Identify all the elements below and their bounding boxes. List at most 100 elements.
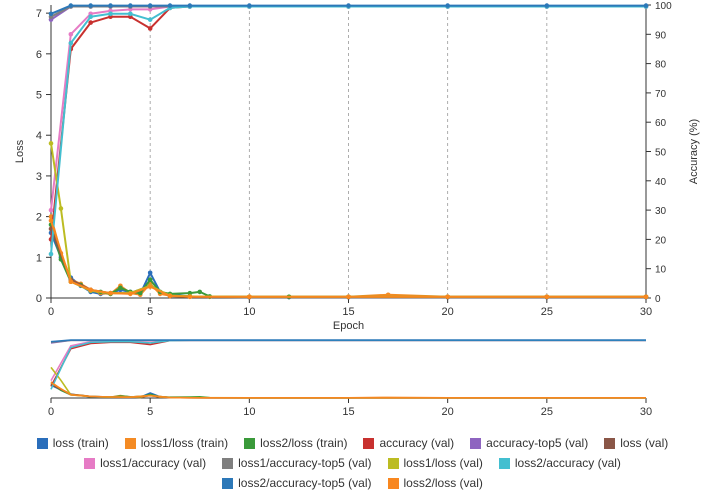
data-point	[544, 294, 550, 300]
legend-row: loss1/accuracy (val) loss1/accuracy-top5 …	[0, 453, 705, 473]
legend-item[interactable]: loss1/loss (val)	[387, 456, 483, 470]
legend-item[interactable]: loss2/accuracy (val)	[498, 456, 621, 470]
data-point	[48, 207, 54, 213]
data-point	[187, 3, 193, 8]
data-point	[147, 277, 153, 282]
legend-item[interactable]: loss2/loss (train)	[244, 436, 347, 450]
data-point	[88, 20, 93, 25]
x-tick-label: 15	[342, 306, 354, 318]
series-line	[50, 143, 646, 298]
data-point	[108, 3, 113, 8]
legend-label: loss2/accuracy-top5 (val)	[238, 476, 372, 490]
legend-label: loss1/loss (train)	[140, 436, 229, 450]
legend-swatch	[222, 457, 234, 469]
legend-swatch	[498, 457, 510, 469]
y2-tick-label: 30	[655, 206, 667, 217]
y-tick-label: 0	[36, 293, 42, 305]
y-tick-label: 3	[36, 171, 42, 183]
y-tick-label: 7	[36, 8, 42, 20]
legend-item[interactable]: loss1/accuracy (val)	[84, 456, 206, 470]
data-point	[346, 294, 351, 300]
legend-swatch	[222, 477, 234, 489]
overview-plot[interactable]: 0 5 10 15 20 25 30	[48, 339, 652, 418]
overview-series-line	[50, 339, 646, 387]
legend-swatch	[363, 437, 375, 449]
legend-swatch	[244, 437, 256, 449]
legend-label: loss1/loss (val)	[403, 456, 483, 470]
overview-series-line	[50, 339, 646, 390]
y2-tick-label: 40	[655, 177, 667, 188]
data-point	[197, 289, 203, 295]
x-tick-label: 5	[147, 306, 153, 318]
y-tick-label: 4	[36, 130, 42, 142]
overview-series-line	[50, 366, 646, 399]
x-tick-label: 10	[243, 306, 255, 318]
data-point	[68, 279, 74, 285]
legend-item[interactable]: loss1/loss (train)	[124, 436, 229, 450]
data-point	[108, 290, 113, 296]
data-point	[48, 214, 54, 219]
y2-tick-label: 70	[655, 89, 667, 100]
y2-tick-label: 80	[655, 60, 667, 71]
legend-item[interactable]: loss1/accuracy-top5 (val)	[222, 456, 372, 470]
chart-legend: loss (train) loss1/loss (train) loss2/loss…	[0, 433, 705, 493]
overview-x-tick-label: 20	[442, 406, 454, 418]
legend-label: loss2/loss (train)	[260, 436, 348, 450]
overview-x-tick-label: 0	[48, 406, 54, 418]
y-tick-label: 1	[36, 252, 42, 264]
data-point	[187, 294, 193, 300]
legend-swatch	[470, 437, 482, 449]
legend-label: loss1/accuracy-top5 (val)	[238, 456, 372, 470]
overview-x-tick-label: 5	[147, 406, 153, 418]
overview-x-tick-label: 25	[541, 406, 553, 418]
legend-label: loss1/accuracy (val)	[100, 456, 207, 470]
y2-tick-label: 0	[655, 294, 661, 305]
data-point	[88, 3, 93, 8]
data-point	[147, 17, 153, 22]
data-point	[137, 290, 143, 296]
legend-label: accuracy-top5 (val)	[486, 436, 589, 450]
legend-swatch	[604, 437, 616, 449]
legend-row: loss2/accuracy-top5 (val) loss2/loss (val…	[0, 473, 705, 493]
data-point	[48, 251, 54, 257]
data-point	[147, 284, 153, 289]
data-point	[147, 270, 153, 276]
legend-label: loss2/loss (val)	[403, 476, 483, 490]
x-axis-label: Epoch	[333, 320, 364, 332]
data-point	[48, 226, 54, 232]
data-point	[58, 206, 64, 211]
x-tick-label: 30	[640, 306, 652, 318]
legend-item[interactable]: accuracy (val)	[363, 436, 454, 450]
data-point	[48, 11, 54, 17]
overview-x-tick-label: 30	[640, 406, 652, 418]
overview-series-line	[50, 381, 646, 399]
legend-label: loss2/accuracy (val)	[514, 456, 621, 470]
legend-item[interactable]: loss (train)	[36, 436, 109, 450]
y2-tick-label: 50	[655, 148, 667, 159]
legend-item[interactable]: loss2/accuracy-top5 (val)	[222, 476, 372, 490]
y-tick-label: 5	[36, 90, 42, 102]
legend-swatch	[387, 457, 399, 469]
data-point	[247, 3, 252, 8]
legend-swatch	[36, 437, 48, 449]
overview-x-tick-label: 15	[342, 406, 354, 418]
legend-row: loss (train) loss1/loss (train) loss2/loss…	[0, 433, 705, 453]
legend-item[interactable]: loss (val)	[604, 436, 668, 450]
legend-item[interactable]: accuracy-top5 (val)	[470, 436, 588, 450]
data-point	[48, 218, 54, 223]
legend-item[interactable]: loss2/loss (val)	[387, 476, 483, 490]
data-point	[147, 3, 153, 8]
y2-axis-label: Accuracy (%)	[688, 119, 700, 184]
data-point	[88, 287, 93, 293]
data-point	[68, 32, 74, 37]
overview-series-line	[50, 339, 646, 381]
legend-swatch	[84, 457, 96, 469]
legend-label: loss (val)	[620, 436, 669, 450]
data-point	[445, 3, 450, 8]
y2-tick-label: 100	[655, 1, 672, 12]
data-point	[247, 294, 252, 300]
y-tick-label: 6	[36, 49, 42, 61]
y2-tick-label: 60	[655, 118, 667, 129]
legend-label: loss (train)	[52, 436, 109, 450]
data-point	[128, 11, 133, 17]
